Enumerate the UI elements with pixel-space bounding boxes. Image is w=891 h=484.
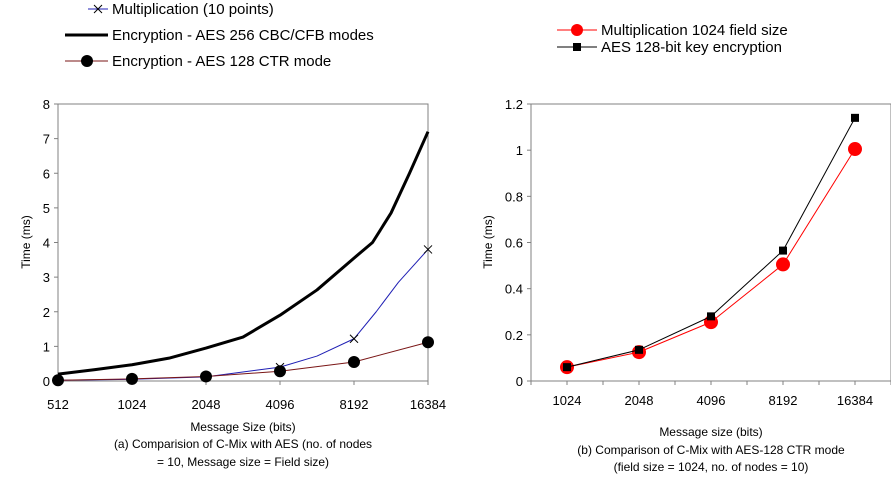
left-x-tick-label: 2048 (192, 397, 221, 412)
left-y-ticks: 0 1 2 3 4 5 6 7 8 (43, 97, 58, 389)
chart-right: 00.20.40.60.811.2 1024 2048 4096 8192 16384 … (481, 97, 891, 474)
legend-marker-multiplication (93, 4, 103, 14)
right-series-2-point (707, 312, 715, 321)
legend-label-mult1024: Multiplication 1024 field size (601, 22, 788, 39)
left-y-tick-label: 2 (43, 305, 50, 320)
legend-marker-mult1024 (571, 24, 583, 36)
right-y-axis-label: Time (ms) (481, 215, 495, 269)
left-series-3-point (126, 372, 138, 385)
legend-label-aes128key: AES 128-bit key encryption (601, 39, 782, 56)
right-series-2-line (566, 117, 856, 368)
chart-left: 0 1 2 3 4 5 6 7 8 512 1024 2048 4096 8192 16384 Time … (19, 97, 446, 469)
left-y-tick-label: 3 (43, 270, 50, 285)
left-x-tick-label: 4096 (266, 397, 295, 412)
left-caption-line-1: (a) Comparision of C-Mix with AES (no. o… (114, 437, 372, 451)
left-y-tick-label: 1 (43, 339, 50, 354)
left-x-ticks: 512 1024 2048 4096 8192 16384 (47, 381, 446, 412)
right-x-tick-label: 1024 (553, 393, 582, 408)
left-y-tick-label: 4 (43, 236, 50, 251)
left-series-3-point (52, 374, 64, 387)
left-series-3-line (57, 341, 429, 381)
right-series (560, 113, 862, 375)
right-y-tick-label: 1 (516, 143, 523, 158)
left-series-2-line (57, 131, 430, 376)
right-caption-line-1: (b) Comparison of C-Mix with AES-128 CTR… (577, 443, 845, 457)
right-y-tick-label: 0 (516, 374, 523, 389)
right-x-tick-label: 16384 (837, 393, 873, 408)
right-series-2-point (563, 363, 571, 372)
left-series-1-line (57, 249, 429, 381)
right-y-tick-label: 0.6 (505, 236, 523, 251)
right-y-tick-label: 0.4 (505, 282, 523, 297)
left-x-tick-label: 16384 (410, 397, 446, 412)
left-y-tick-label: 0 (43, 374, 50, 389)
right-x-tick-label: 2048 (625, 393, 654, 408)
left-series-1-point (423, 245, 433, 254)
left-series (52, 131, 434, 387)
right-y-tick-label: 0.8 (505, 189, 523, 204)
left-y-axis-label: Time (ms) (19, 215, 33, 269)
right-y-tick-label: 0.2 (505, 328, 523, 343)
legend-label-aes128ctr: Encryption - AES 128 CTR mode (112, 53, 331, 70)
right-series-2-point (779, 246, 787, 255)
left-x-tick-label: 512 (47, 397, 69, 412)
left-x-axis-label: Message Size (bits) (190, 420, 295, 434)
left-caption-line-2: = 10, Message size = Field size) (157, 455, 329, 469)
right-series-1-point (776, 257, 790, 272)
right-plot-area (530, 103, 891, 382)
left-series-3-point (200, 370, 212, 383)
left-y-tick-label: 7 (43, 132, 50, 147)
left-series-3-point (422, 336, 434, 349)
left-x-tick-label: 1024 (118, 397, 147, 412)
legend-marker-aes128key (573, 43, 581, 51)
left-series-1-point (349, 334, 359, 344)
right-series-1-point (848, 142, 862, 157)
right-x-tick-label: 8192 (769, 393, 798, 408)
legend-label-aes256: Encryption - AES 256 CBC/CFB modes (112, 27, 374, 44)
right-legend: Multiplication 1024 field size AES 128-b… (557, 22, 788, 56)
left-y-tick-label: 6 (43, 166, 50, 181)
right-y-ticks: 0 0.2 0.4 0.6 0.8 1 1.2 (505, 97, 531, 389)
right-series-2-point (851, 113, 859, 122)
right-y-tick-label: 1.2 (505, 97, 523, 112)
left-legend: Multiplication (10 points) Encryption - … (65, 1, 374, 70)
right-series-2-point (635, 345, 643, 354)
right-x-tick-label: 4096 (697, 393, 726, 408)
right-caption-line-2: (field size = 1024, no. of nodes = 10) (614, 460, 809, 474)
legend-label-multiplication: Multiplication (10 points) (112, 1, 274, 18)
right-x-ticks: 1024 2048 4096 8192 16384 (530, 381, 891, 408)
left-series-3-point (348, 355, 360, 368)
left-y-tick-label: 5 (43, 201, 50, 216)
left-series-3-point (274, 365, 286, 378)
legend-marker-aes128ctr (81, 55, 93, 67)
right-x-axis-label: Message size (bits) (659, 425, 762, 439)
right-series-1-line (566, 148, 856, 368)
left-x-tick-label: 8192 (340, 397, 369, 412)
left-y-tick-label: 8 (43, 97, 50, 112)
